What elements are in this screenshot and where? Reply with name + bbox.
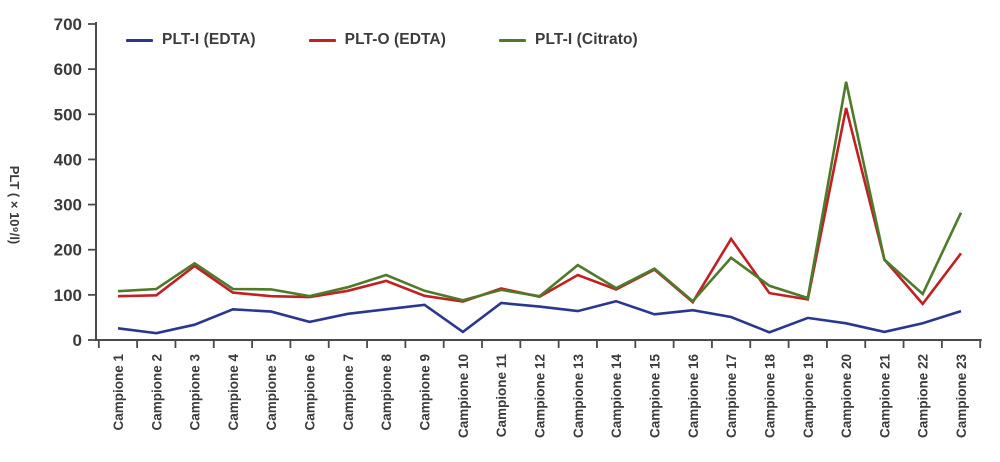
x-tick-label: Campione 21 <box>877 354 892 439</box>
x-tick-label: Campione 6 <box>303 354 318 431</box>
y-tick-label: 700 <box>54 15 82 34</box>
x-tick-label: Campione 13 <box>571 354 586 439</box>
x-tick-label: Campione 16 <box>686 354 701 439</box>
x-tick-label: Campione 20 <box>839 354 854 438</box>
y-tick-label: 100 <box>54 286 82 305</box>
y-tick-label: 300 <box>54 196 82 215</box>
legend-label: PLT-I (Citrato) <box>535 31 638 48</box>
x-tick-label: Campione 5 <box>264 354 279 431</box>
x-tick-label: Campione 17 <box>724 354 739 438</box>
y-tick-label: 600 <box>54 60 82 79</box>
y-axis-title: PLT ( × 10⁹/l) <box>7 166 22 245</box>
legend-label: PLT-I (EDTA) <box>162 31 256 48</box>
chart-legend: PLT-I (EDTA) PLT-O (EDTA) PLT-I (Citrato… <box>126 31 638 49</box>
legend-item-plt-i-edta: PLT-I (EDTA) <box>126 31 256 49</box>
x-tick-label: Campione 11 <box>494 354 509 438</box>
x-tick-label: Campione 12 <box>533 354 548 438</box>
y-tick-label: 500 <box>54 105 82 124</box>
y-tick-label: 0 <box>73 331 82 350</box>
x-tick-label: Campione 9 <box>418 354 433 431</box>
x-tick-label: Campione 4 <box>226 354 241 431</box>
x-tick-label: Campione 8 <box>379 354 394 431</box>
x-tick-label: Campione 23 <box>954 354 969 439</box>
y-tick-label: 400 <box>54 150 82 169</box>
x-tick-label: Campione 14 <box>609 354 624 439</box>
x-tick-label: Campione 15 <box>647 354 662 439</box>
x-tick-label: Campione 10 <box>456 354 471 438</box>
legend-label: PLT-O (EDTA) <box>344 31 446 48</box>
legend-item-plt-o-edta: PLT-O (EDTA) <box>308 31 446 49</box>
series-line-0 <box>117 299 962 335</box>
y-tick-label: 200 <box>54 241 82 260</box>
series-line-1 <box>117 107 963 306</box>
x-tick-label: Campione 18 <box>762 354 777 439</box>
x-tick-label: Campione 22 <box>916 354 931 438</box>
legend-item-plt-i-citrato: PLT-I (Citrato) <box>499 31 638 49</box>
x-tick-label: Campione 7 <box>341 354 356 431</box>
x-tick-label: Campione 19 <box>801 354 816 438</box>
x-tick-label: Campione 2 <box>149 354 164 431</box>
legend-line-swatch-red <box>308 38 336 42</box>
legend-line-swatch-blue <box>126 38 153 42</box>
x-tick-label: Campione 1 <box>111 354 126 431</box>
series-line-2 <box>117 81 963 304</box>
x-tick-label: Campione 3 <box>188 354 203 431</box>
legend-line-swatch-green <box>499 38 526 42</box>
